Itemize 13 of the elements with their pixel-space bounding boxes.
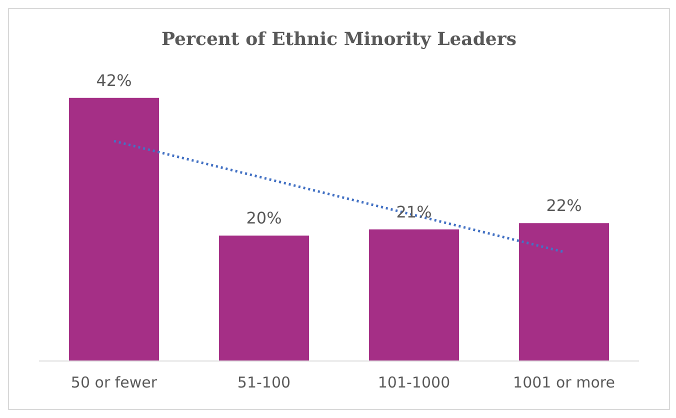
data-label: 22% — [546, 196, 582, 216]
x-tick-label: 1001 or more — [513, 374, 615, 392]
data-label: 20% — [246, 208, 282, 228]
data-label: 42% — [96, 70, 132, 90]
chart-title: Percent of Ethnic Minority Leaders — [160, 29, 518, 50]
data-label: 21% — [396, 202, 432, 222]
bar — [369, 229, 459, 361]
bar — [69, 98, 159, 361]
x-tick-label: 51-100 — [237, 374, 291, 392]
x-tick-label: 50 or fewer — [70, 374, 158, 392]
bar — [219, 236, 309, 361]
bar — [519, 223, 609, 361]
x-tick-label: 101-1000 — [378, 374, 450, 392]
